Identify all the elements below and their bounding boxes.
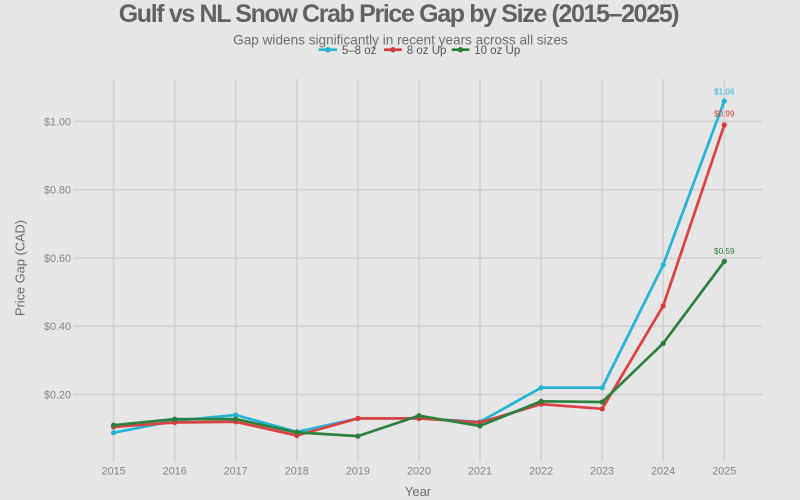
svg-text:5–8 oz: 5–8 oz xyxy=(342,45,377,57)
svg-text:Year: Year xyxy=(405,484,432,499)
svg-text:2025: 2025 xyxy=(712,466,736,478)
svg-text:$1.00: $1.00 xyxy=(44,116,71,128)
svg-text:Gap widens significantly in re: Gap widens significantly in recent years… xyxy=(233,33,568,48)
svg-text:$0.20: $0.20 xyxy=(44,390,71,402)
svg-text:2022: 2022 xyxy=(529,466,553,478)
svg-text:2016: 2016 xyxy=(163,466,187,478)
svg-text:2023: 2023 xyxy=(590,466,614,478)
svg-text:Gulf vs NL Snow Crab Price Gap: Gulf vs NL Snow Crab Price Gap by Size (… xyxy=(119,0,680,28)
svg-text:$0.80: $0.80 xyxy=(44,185,71,197)
svg-text:$0.99: $0.99 xyxy=(714,110,735,119)
svg-text:$1.06: $1.06 xyxy=(714,88,735,97)
svg-text:2019: 2019 xyxy=(346,466,370,478)
svg-text:8 oz Up: 8 oz Up xyxy=(407,45,447,57)
svg-text:$0.40: $0.40 xyxy=(44,321,71,333)
svg-text:Price Gap (CAD): Price Gap (CAD) xyxy=(12,220,27,316)
svg-text:$0.60: $0.60 xyxy=(44,253,71,265)
svg-text:2024: 2024 xyxy=(651,466,675,478)
svg-text:2017: 2017 xyxy=(224,466,248,478)
svg-text:2021: 2021 xyxy=(468,466,492,478)
svg-text:10 oz Up: 10 oz Up xyxy=(474,45,520,57)
svg-text:$0.59: $0.59 xyxy=(714,247,735,256)
svg-text:2020: 2020 xyxy=(407,466,431,478)
svg-text:2015: 2015 xyxy=(102,466,126,478)
svg-text:2018: 2018 xyxy=(285,466,309,478)
